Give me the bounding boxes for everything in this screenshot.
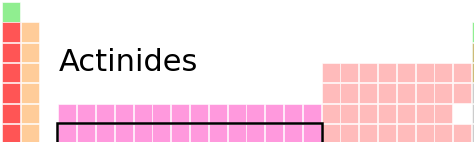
Bar [21, 22, 39, 42]
Bar [57, 123, 322, 142]
Bar [434, 124, 452, 142]
Bar [472, 124, 474, 142]
Bar [321, 124, 339, 142]
Bar [472, 83, 474, 103]
Bar [21, 124, 39, 142]
Bar [434, 104, 452, 123]
Bar [397, 83, 415, 103]
Bar [96, 104, 114, 123]
Bar [472, 83, 474, 103]
Bar [434, 63, 452, 82]
Bar [340, 83, 358, 103]
Bar [378, 104, 396, 123]
Bar [284, 104, 302, 123]
Bar [359, 63, 377, 82]
Bar [416, 104, 434, 123]
Bar [359, 83, 377, 103]
Bar [77, 104, 95, 123]
Bar [284, 124, 302, 142]
Bar [58, 124, 76, 142]
Bar [58, 104, 76, 123]
Bar [472, 63, 474, 82]
Bar [397, 104, 415, 123]
Bar [21, 63, 39, 82]
Bar [472, 63, 474, 82]
Bar [472, 22, 474, 42]
Bar [340, 124, 358, 142]
Bar [153, 124, 170, 142]
Bar [397, 63, 415, 82]
Bar [472, 43, 474, 62]
Bar [246, 104, 264, 123]
Bar [321, 63, 339, 82]
Bar [21, 104, 39, 123]
Text: Actinides: Actinides [58, 48, 198, 77]
Bar [21, 83, 39, 103]
Bar [453, 124, 471, 142]
Bar [2, 124, 20, 142]
Bar [303, 124, 321, 142]
Bar [115, 104, 133, 123]
Bar [21, 43, 39, 62]
Bar [416, 124, 434, 142]
Bar [246, 124, 264, 142]
Bar [115, 124, 133, 142]
Bar [378, 124, 396, 142]
Bar [153, 104, 170, 123]
Bar [472, 104, 474, 123]
Bar [134, 104, 152, 123]
Bar [472, 124, 474, 142]
Bar [228, 104, 246, 123]
Bar [378, 63, 396, 82]
Bar [209, 124, 227, 142]
Bar [2, 43, 20, 62]
Bar [340, 104, 358, 123]
Bar [96, 124, 114, 142]
Bar [359, 104, 377, 123]
Bar [2, 83, 20, 103]
Bar [416, 83, 434, 103]
Bar [171, 104, 189, 123]
Bar [434, 83, 452, 103]
Bar [134, 124, 152, 142]
Bar [321, 83, 339, 103]
Bar [2, 63, 20, 82]
Bar [171, 124, 189, 142]
Bar [416, 63, 434, 82]
Bar [453, 83, 471, 103]
Bar [453, 63, 471, 82]
Bar [2, 104, 20, 123]
Bar [228, 124, 246, 142]
Bar [209, 104, 227, 123]
Bar [2, 2, 20, 21]
Bar [190, 104, 208, 123]
Bar [190, 124, 208, 142]
Bar [2, 22, 20, 42]
Bar [265, 124, 283, 142]
Bar [472, 43, 474, 62]
Bar [397, 124, 415, 142]
Bar [340, 63, 358, 82]
Bar [265, 104, 283, 123]
Bar [378, 83, 396, 103]
Bar [359, 124, 377, 142]
Bar [472, 83, 474, 103]
Bar [77, 124, 95, 142]
Bar [321, 104, 339, 123]
Bar [303, 104, 321, 123]
